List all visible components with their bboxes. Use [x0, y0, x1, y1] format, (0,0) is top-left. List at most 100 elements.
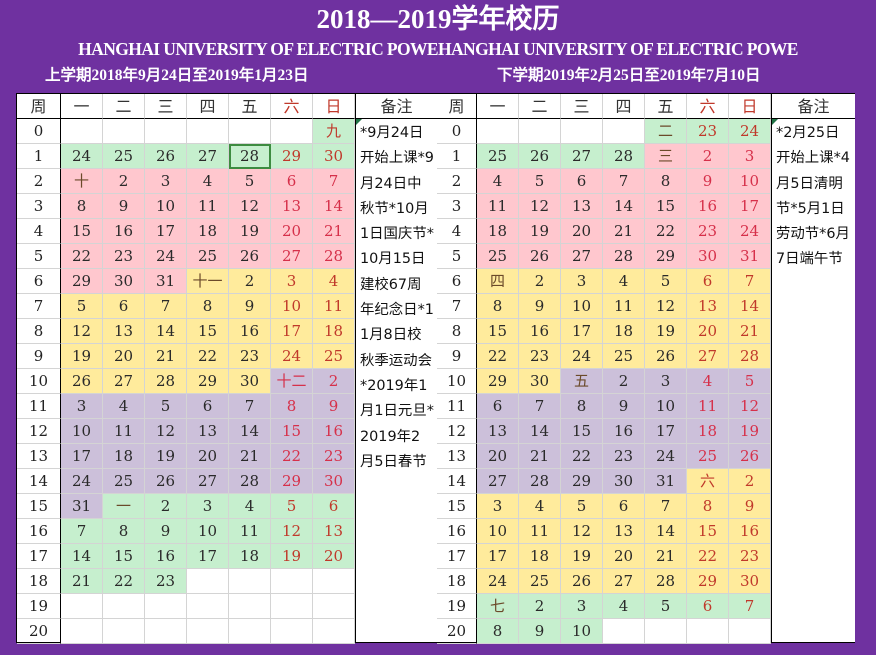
date-cell[interactable]: 三 — [645, 144, 687, 169]
date-cell[interactable] — [229, 119, 271, 144]
date-cell[interactable]: 23 — [687, 119, 729, 144]
date-cell[interactable]: 15 — [61, 219, 103, 244]
date-cell[interactable]: 12 — [519, 194, 561, 219]
date-cell[interactable]: 7 — [729, 269, 771, 294]
date-cell[interactable]: 7 — [603, 169, 645, 194]
date-cell[interactable]: 6 — [187, 394, 229, 419]
date-cell[interactable]: 24 — [561, 344, 603, 369]
date-cell[interactable]: 25 — [187, 244, 229, 269]
date-cell[interactable]: 15 — [477, 319, 519, 344]
date-cell[interactable]: 23 — [145, 569, 187, 594]
date-cell[interactable]: 13 — [313, 519, 355, 544]
date-cell[interactable]: 18 — [687, 419, 729, 444]
date-cell[interactable]: 12 — [561, 519, 603, 544]
date-cell[interactable]: 30 — [687, 244, 729, 269]
date-cell[interactable]: 17 — [645, 419, 687, 444]
date-cell[interactable]: 3 — [61, 394, 103, 419]
date-cell[interactable]: 29 — [687, 569, 729, 594]
date-cell[interactable]: 30 — [313, 144, 355, 169]
date-cell[interactable]: 19 — [561, 544, 603, 569]
date-cell[interactable]: 4 — [477, 169, 519, 194]
date-cell[interactable] — [103, 119, 145, 144]
date-cell[interactable]: 12 — [61, 319, 103, 344]
date-cell[interactable]: 17 — [145, 219, 187, 244]
date-cell[interactable]: 18 — [477, 219, 519, 244]
date-cell[interactable]: 2 — [519, 269, 561, 294]
date-cell[interactable]: 21 — [645, 544, 687, 569]
date-cell[interactable] — [271, 594, 313, 619]
date-cell[interactable]: 14 — [645, 519, 687, 544]
date-cell[interactable]: 5 — [561, 494, 603, 519]
date-cell[interactable]: 10 — [271, 294, 313, 319]
date-cell[interactable] — [187, 594, 229, 619]
date-cell[interactable]: 21 — [519, 444, 561, 469]
date-cell[interactable]: 10 — [729, 169, 771, 194]
date-cell[interactable] — [271, 619, 313, 644]
date-cell[interactable] — [729, 619, 771, 644]
date-cell[interactable]: 2 — [229, 269, 271, 294]
date-cell[interactable] — [313, 619, 355, 644]
date-cell[interactable]: 24 — [477, 569, 519, 594]
date-cell[interactable]: 21 — [229, 444, 271, 469]
date-cell[interactable]: 23 — [687, 219, 729, 244]
date-cell[interactable]: 2 — [603, 369, 645, 394]
date-cell[interactable]: 8 — [477, 619, 519, 644]
date-cell[interactable]: 12 — [229, 194, 271, 219]
date-cell[interactable]: 29 — [61, 269, 103, 294]
date-cell[interactable]: 13 — [687, 294, 729, 319]
date-cell[interactable] — [687, 619, 729, 644]
date-cell[interactable]: 10 — [187, 519, 229, 544]
date-cell[interactable] — [271, 569, 313, 594]
date-cell[interactable]: 9 — [103, 194, 145, 219]
date-cell[interactable]: 26 — [519, 144, 561, 169]
date-cell[interactable]: 19 — [271, 544, 313, 569]
date-cell[interactable]: 5 — [229, 169, 271, 194]
date-cell[interactable]: 4 — [313, 269, 355, 294]
date-cell[interactable]: 6 — [477, 394, 519, 419]
date-cell[interactable]: 16 — [313, 419, 355, 444]
date-cell[interactable]: 6 — [103, 294, 145, 319]
date-cell[interactable]: 16 — [729, 519, 771, 544]
date-cell[interactable]: 5 — [645, 269, 687, 294]
date-cell[interactable] — [187, 119, 229, 144]
date-cell[interactable]: 20 — [103, 344, 145, 369]
date-cell[interactable]: 13 — [603, 519, 645, 544]
date-cell[interactable]: 29 — [271, 144, 313, 169]
date-cell[interactable]: 7 — [61, 519, 103, 544]
date-cell[interactable]: 17 — [61, 444, 103, 469]
date-cell[interactable]: 18 — [103, 444, 145, 469]
date-cell[interactable]: 6 — [687, 594, 729, 619]
date-cell[interactable] — [519, 119, 561, 144]
date-cell[interactable]: 9 — [603, 394, 645, 419]
date-cell[interactable] — [561, 119, 603, 144]
date-cell[interactable]: 25 — [477, 144, 519, 169]
date-cell[interactable]: 30 — [313, 469, 355, 494]
date-cell[interactable] — [145, 119, 187, 144]
date-cell[interactable]: 26 — [561, 569, 603, 594]
date-cell[interactable]: 29 — [561, 469, 603, 494]
date-cell[interactable]: 7 — [145, 294, 187, 319]
date-cell[interactable]: 25 — [313, 344, 355, 369]
date-cell[interactable]: 17 — [187, 544, 229, 569]
date-cell[interactable]: 29 — [477, 369, 519, 394]
date-cell[interactable]: 22 — [61, 244, 103, 269]
date-cell[interactable]: 9 — [145, 519, 187, 544]
date-cell[interactable]: 15 — [103, 544, 145, 569]
date-cell[interactable]: 13 — [103, 319, 145, 344]
date-cell[interactable]: 25 — [103, 469, 145, 494]
date-cell[interactable]: 16 — [145, 544, 187, 569]
date-cell[interactable]: 3 — [271, 269, 313, 294]
date-cell[interactable]: 7 — [519, 394, 561, 419]
date-cell[interactable]: 19 — [645, 319, 687, 344]
date-cell[interactable]: 13 — [477, 419, 519, 444]
date-cell[interactable]: 14 — [603, 194, 645, 219]
date-cell[interactable]: 15 — [561, 419, 603, 444]
date-cell[interactable]: 10 — [645, 394, 687, 419]
date-cell[interactable]: 26 — [145, 469, 187, 494]
date-cell[interactable]: 十二 — [271, 369, 313, 394]
date-cell[interactable]: 14 — [519, 419, 561, 444]
date-cell[interactable]: 22 — [561, 444, 603, 469]
date-cell[interactable]: 18 — [603, 319, 645, 344]
date-cell[interactable]: 19 — [519, 219, 561, 244]
date-cell[interactable]: 22 — [103, 569, 145, 594]
